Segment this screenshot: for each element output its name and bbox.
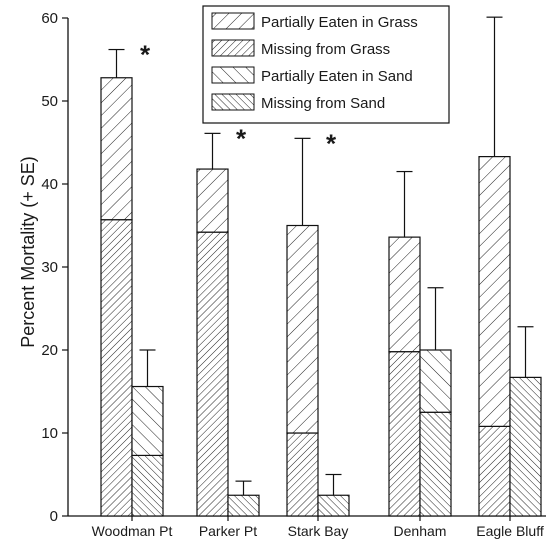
bar-segment-grass-missing [100, 219, 133, 517]
significance-asterisk: * [236, 123, 247, 153]
significance-asterisk: * [140, 40, 151, 70]
legend: Partially Eaten in Grass Missing from Gra… [202, 5, 450, 124]
bar-segment-sand-missing [419, 411, 452, 517]
y-tick-label: 20 [41, 342, 58, 359]
x-tick-label: Eagle Bluff [476, 523, 544, 539]
bar-segment-grass-missing [478, 425, 511, 517]
legend-swatch [211, 66, 255, 84]
bar-segment-sand-missing [227, 494, 260, 517]
bar-segment-grass-partially-eaten [286, 224, 319, 434]
bar-segment-sand-partially-eaten [419, 349, 452, 413]
legend-swatch [211, 39, 255, 57]
y-tick-label: 10 [41, 425, 58, 442]
bar-segment-grass-missing [388, 351, 421, 517]
y-tick-label: 0 [50, 508, 58, 525]
legend-swatch [211, 12, 255, 30]
legend-swatch [211, 93, 255, 111]
legend-label: Partially Eaten in Sand [261, 68, 413, 85]
bar-segment-grass-partially-eaten [388, 236, 421, 353]
bar-segment-sand-missing [509, 376, 542, 517]
bar-segment-grass-partially-eaten [100, 77, 133, 221]
legend-label: Partially Eaten in Grass [261, 14, 418, 31]
y-tick-label: 60 [41, 10, 58, 27]
bar-segment-sand-missing [131, 454, 164, 517]
bar-segment-sand-missing [317, 494, 350, 517]
bar-segment-sand-partially-eaten [131, 385, 164, 457]
bar-segment-grass-partially-eaten [196, 168, 229, 233]
x-tick-label: Stark Bay [288, 523, 349, 539]
y-tick-label: 50 [41, 93, 58, 110]
bar-segment-grass-missing [196, 231, 229, 517]
x-tick-label: Parker Pt [199, 523, 257, 539]
x-tick-label: Woodman Pt [92, 523, 173, 539]
y-axis-title: Percent Mortality (+ SE) [18, 156, 38, 348]
legend-label: Missing from Grass [261, 41, 390, 58]
legend-label: Missing from Sand [261, 95, 385, 112]
y-tick-label: 30 [41, 259, 58, 276]
bar-segment-grass-missing [286, 432, 319, 517]
y-tick-label: 40 [41, 176, 58, 193]
bar-segment-grass-partially-eaten [478, 156, 511, 427]
x-tick-label: Denham [394, 523, 447, 539]
plot-area: 0 10 20 30 40 50 60 Woodman Pt * Parker Pt * Stark … [41, 10, 546, 539]
significance-asterisk: * [326, 128, 337, 158]
